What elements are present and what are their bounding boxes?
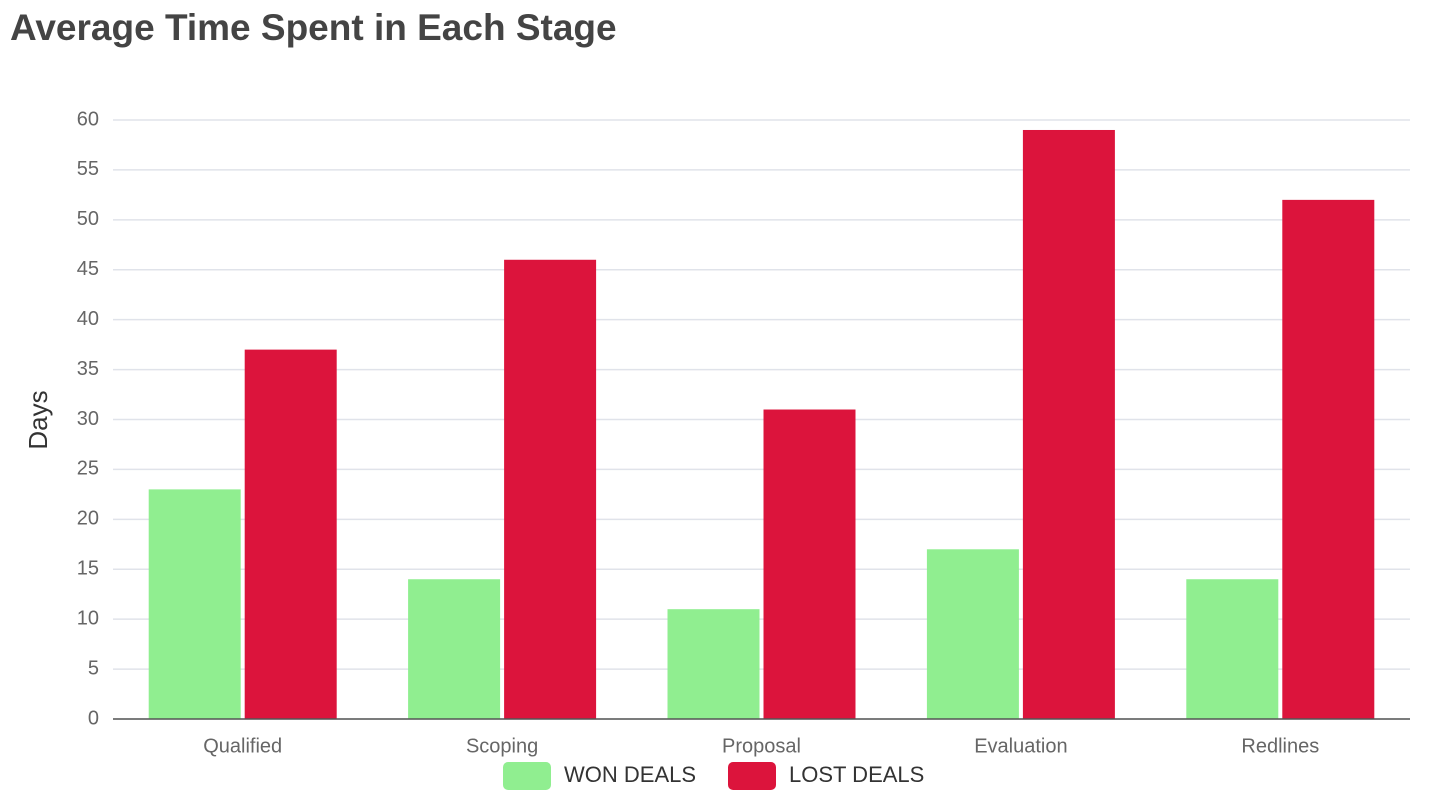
y-tick-label: 50 bbox=[77, 208, 99, 230]
legend-label: WON DEALS bbox=[564, 762, 696, 787]
y-tick-label: 10 bbox=[77, 607, 99, 629]
x-tick-label: Redlines bbox=[1241, 735, 1319, 757]
y-tick-label: 55 bbox=[77, 158, 99, 180]
legend-swatch bbox=[503, 762, 551, 790]
y-tick-label: 60 bbox=[77, 108, 99, 130]
x-tick-label: Qualified bbox=[203, 735, 282, 757]
legend-swatch bbox=[728, 762, 776, 790]
x-tick-label: Proposal bbox=[722, 735, 801, 757]
bar bbox=[763, 409, 856, 719]
x-tick-label: Scoping bbox=[466, 735, 538, 757]
y-tick-label: 40 bbox=[77, 308, 99, 330]
chart-title: Average Time Spent in Each Stage bbox=[10, 7, 617, 48]
legend-label: LOST DEALS bbox=[789, 762, 924, 787]
y-tick-label: 35 bbox=[77, 358, 99, 380]
y-tick-label: 30 bbox=[77, 408, 99, 430]
y-axis-label: Days bbox=[23, 390, 53, 449]
bar bbox=[148, 489, 241, 719]
x-tick-label: Evaluation bbox=[974, 735, 1067, 757]
bar bbox=[1282, 199, 1375, 719]
bar bbox=[1022, 129, 1115, 719]
bar bbox=[408, 579, 501, 719]
bar bbox=[926, 549, 1019, 719]
y-tick-label: 25 bbox=[77, 458, 99, 480]
y-tick-label: 15 bbox=[77, 558, 99, 580]
bar bbox=[1186, 579, 1279, 719]
y-tick-label: 20 bbox=[77, 508, 99, 530]
bar bbox=[667, 609, 760, 719]
bar bbox=[244, 349, 337, 719]
y-tick-label: 5 bbox=[88, 657, 99, 679]
y-tick-label: 45 bbox=[77, 258, 99, 280]
y-tick-label: 0 bbox=[88, 707, 99, 729]
bar bbox=[504, 259, 597, 719]
